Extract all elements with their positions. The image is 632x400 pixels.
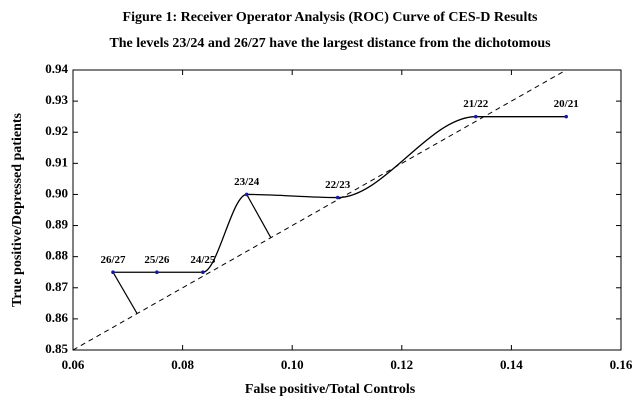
data-point	[335, 195, 340, 200]
chart-title: Figure 1: Receiver Operator Analysis (RO…	[123, 10, 538, 25]
point-label: 21/22	[463, 98, 489, 110]
y-axis-label: True positive/Depressed patients	[10, 112, 25, 306]
x-axis-label: False positive/Total Controls	[245, 382, 416, 397]
point-label: 20/21	[554, 98, 579, 110]
point-label: 22/23	[325, 179, 351, 191]
distance-line	[112, 271, 138, 314]
chart-subtitle: The levels 23/24 and 26/27 have the larg…	[109, 36, 551, 51]
diagonal-line	[72, 69, 567, 351]
data-point	[155, 270, 159, 275]
point-label: 24/25	[190, 254, 216, 266]
y-tick-label: 0.86	[45, 310, 68, 325]
point-label: 23/24	[234, 176, 260, 188]
y-tick-label: 0.85	[45, 341, 68, 356]
data-point	[244, 192, 249, 197]
y-tick-label: 0.91	[45, 154, 68, 169]
x-tick-label: 0.06	[62, 357, 85, 372]
roc-curve	[113, 116, 567, 273]
data-point	[473, 114, 478, 119]
point-label: 26/27	[100, 254, 126, 266]
x-tick-label: 0.16	[610, 357, 632, 372]
x-tick-label: 0.14	[500, 357, 523, 372]
x-tick-label: 0.12	[390, 357, 413, 372]
y-tick-label: 0.94	[45, 61, 68, 76]
point-label: 25/26	[144, 254, 170, 266]
x-tick-label: 0.10	[281, 357, 304, 372]
x-tick-label: 0.08	[171, 357, 194, 372]
y-tick-label: 0.90	[45, 185, 68, 200]
y-tick-label: 0.93	[45, 92, 68, 107]
distance-line	[246, 194, 272, 238]
data-point	[564, 114, 568, 119]
y-tick-label: 0.88	[45, 248, 68, 263]
plot-frame	[72, 69, 622, 351]
y-tick-label: 0.87	[45, 279, 68, 294]
y-tick-label: 0.89	[45, 217, 68, 232]
data-point	[111, 270, 115, 275]
data-point	[201, 270, 205, 275]
y-tick-label: 0.92	[45, 123, 68, 138]
